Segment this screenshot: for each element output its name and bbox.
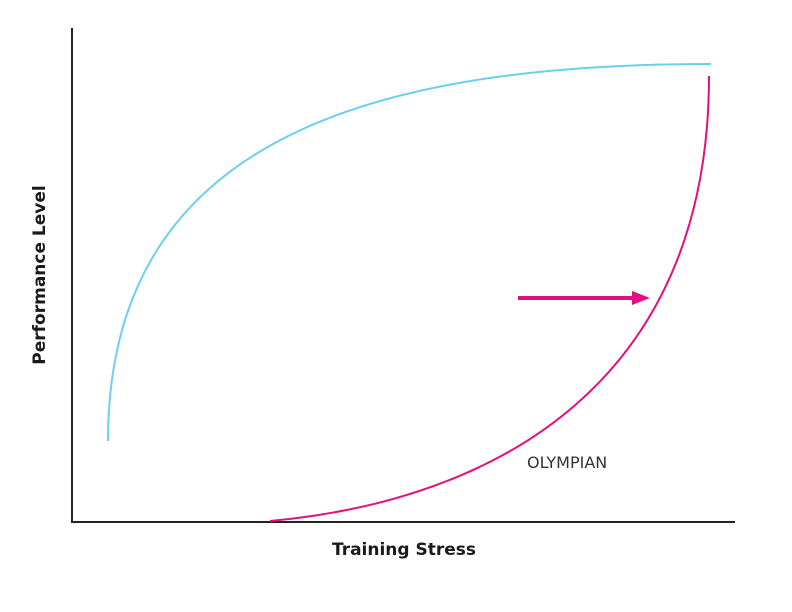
annotation: OLYMPIAN bbox=[527, 453, 607, 472]
magenta-curve bbox=[269, 75, 710, 522]
y-axis-label: Performance Level bbox=[30, 185, 50, 364]
x-axis-label: Training Stress bbox=[332, 540, 476, 560]
blue-curve bbox=[107, 63, 712, 442]
arrow-head bbox=[632, 291, 650, 305]
